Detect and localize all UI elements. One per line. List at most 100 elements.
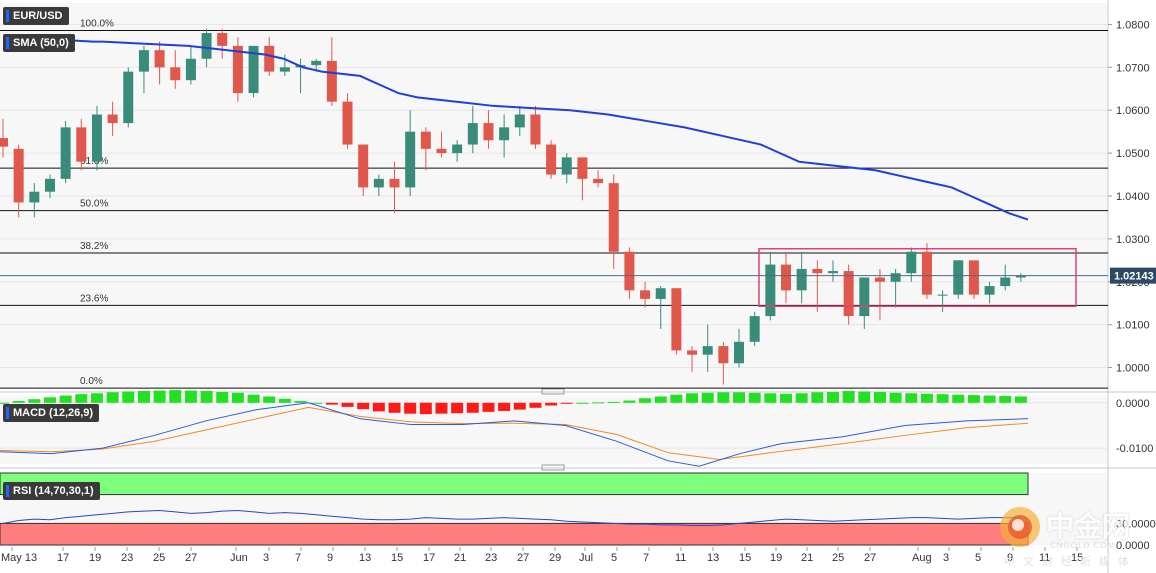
candle: [968, 260, 979, 295]
macd-histogram-bar: [780, 393, 792, 403]
candle: [60, 127, 71, 179]
candle: [436, 148, 447, 154]
x-tick-label: May 13: [1, 552, 37, 564]
x-tick-label: 25: [153, 552, 165, 564]
x-tick-label: 17: [423, 552, 435, 564]
macd-histogram-bar: [498, 402, 511, 411]
x-tick-label: 13: [359, 552, 371, 564]
candle: [890, 273, 901, 282]
macd-histogram-bar: [466, 402, 479, 413]
candle: [812, 268, 823, 274]
macd-histogram-bar: [404, 402, 417, 414]
candle: [921, 251, 932, 295]
macd-histogram-bar: [952, 394, 965, 403]
macd-histogram-bar: [247, 394, 260, 403]
macd-ytick-label: -0.0100: [1116, 443, 1153, 455]
x-tick-label: Jul: [579, 552, 593, 564]
watermark-logo-icon: [1000, 507, 1040, 547]
rsi-ytick-label: 30.0000: [1116, 518, 1156, 530]
candle: [405, 131, 416, 188]
candle: [796, 268, 807, 291]
macd-histogram-bar: [169, 390, 182, 403]
x-tick-label: 21: [454, 552, 466, 564]
macd-histogram-bar: [670, 394, 683, 403]
sma-legend[interactable]: SMA (50,0): [3, 34, 75, 52]
candle: [953, 260, 964, 295]
candle: [577, 157, 588, 179]
x-tick-label: 27: [185, 552, 197, 564]
macd-histogram-bar: [686, 393, 699, 403]
macd-histogram-bar: [357, 402, 370, 410]
macd-histogram-bar: [529, 402, 542, 408]
macd-histogram-bar: [513, 402, 526, 410]
candle: [342, 101, 353, 145]
macd-histogram-bar: [451, 402, 464, 414]
candle: [546, 144, 557, 175]
fib-label: 50.0%: [80, 199, 108, 210]
macd-signal-line: [0, 406, 1029, 460]
macd-histogram-bar: [889, 392, 902, 403]
macd-histogram-bar: [341, 402, 354, 407]
macd-histogram-bar: [263, 396, 276, 403]
x-tick-label: Jun: [230, 552, 248, 564]
range-box: [758, 248, 1077, 307]
candle: [514, 114, 525, 128]
x-tick-label: 29: [549, 552, 561, 564]
rsi-legend[interactable]: RSI (14,70,30,1): [3, 482, 100, 500]
x-tick-label: 15: [1071, 552, 1083, 564]
price-ytick-label: 1.0500: [1116, 148, 1150, 160]
macd-histogram-bar: [576, 402, 589, 404]
candle: [29, 191, 40, 203]
candle: [843, 271, 854, 317]
price-ytick-label: 1.0700: [1116, 62, 1150, 74]
candle: [91, 114, 102, 162]
symbol-label[interactable]: EUR/USD: [3, 7, 69, 25]
macd-histogram-bar: [231, 392, 244, 403]
price-ytick-label: 1.0000: [1116, 363, 1150, 375]
candle: [107, 114, 118, 124]
candle: [749, 316, 760, 342]
pane-resize-handle: [541, 388, 565, 395]
x-tick-label: 19: [770, 552, 782, 564]
candle: [718, 346, 729, 364]
price-ytick-label: 1.0800: [1116, 19, 1150, 31]
x-tick-label: 25: [832, 552, 844, 564]
candle: [499, 127, 510, 141]
price-tag-bg: [1110, 267, 1156, 284]
candle: [781, 264, 791, 291]
candle: [0, 138, 8, 147]
candle: [1015, 275, 1026, 278]
x-tick-label: 7: [295, 552, 301, 564]
rsi-ytick-label: 0.0000: [1116, 540, 1150, 552]
macd-histogram-bar: [59, 395, 72, 403]
rsi-line: [2, 509, 1021, 527]
x-tick-label: 11: [1039, 552, 1050, 564]
candle: [154, 50, 165, 68]
candle: [326, 60, 337, 102]
macd-histogram-bar: [717, 392, 730, 403]
candle: [232, 45, 243, 94]
macd-histogram-bar: [28, 399, 41, 403]
price-ytick-label: 1.0300: [1116, 234, 1150, 246]
macd-histogram-bar: [639, 398, 652, 403]
macd-histogram-bar: [967, 395, 980, 403]
macd-histogram-bar: [294, 400, 307, 403]
macd-histogram-bar: [983, 395, 996, 403]
macd-histogram-bar: [310, 402, 323, 404]
candle: [13, 148, 24, 203]
candle: [138, 50, 149, 72]
fib-label: 23.6%: [80, 293, 108, 304]
macd-histogram-bar: [811, 392, 824, 403]
macd-histogram-bar: [200, 391, 213, 403]
macd-legend[interactable]: MACD (12,26,9): [3, 404, 100, 422]
rsi-overbought-band: [0, 472, 1029, 496]
x-tick-label: 19: [89, 552, 101, 564]
macd-histogram-bar: [905, 393, 918, 403]
x-tick-label: 5: [975, 552, 981, 564]
macd-histogram-bar: [419, 402, 432, 415]
macd-histogram-bar: [122, 391, 135, 403]
watermark-en: CNGOLD.COM: [1050, 541, 1116, 550]
watermark-cn-sub: 中文财经新媒体: [1004, 556, 1137, 568]
macd-histogram-bar: [137, 391, 150, 403]
